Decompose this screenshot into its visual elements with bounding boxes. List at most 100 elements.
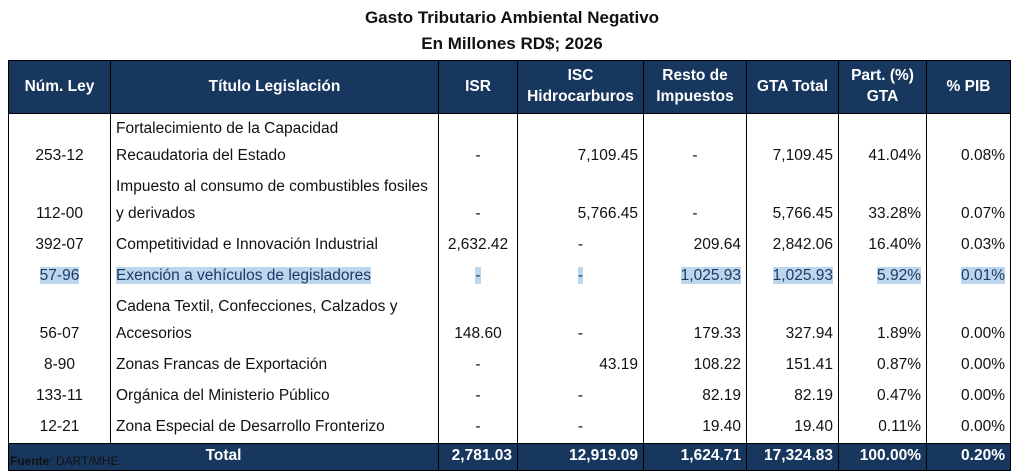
table-body: 253-12 Fortalecimiento de la Capacidad Re… [8, 113, 1011, 471]
table-cell: Competitividad e Innovación Industrial [110, 230, 439, 261]
table-cell: 82.19 [746, 381, 839, 412]
cell-text: - [577, 418, 584, 435]
cell-text: Competitividad e Innovación Industrial [116, 236, 378, 253]
table-cell: 56-07 [8, 292, 111, 350]
source-label: Fuente [10, 454, 50, 468]
cell-text: - [475, 147, 481, 164]
total-cell: 2,781.03 [438, 443, 518, 471]
table-cell: 179.33 [643, 292, 747, 350]
cell-text: - [577, 387, 584, 404]
column-header: ISR [438, 60, 518, 114]
cell-text: 0.07% [961, 205, 1005, 222]
cell-text: Fortalecimiento de la Capacidad Recaudat… [116, 120, 339, 164]
cell-text: 82.19 [702, 387, 741, 404]
table-cell: - [643, 172, 747, 230]
table-cell: 133-11 [8, 381, 111, 412]
table-cell: 0.01% [926, 261, 1011, 292]
table-cell: 327.94 [746, 292, 839, 350]
cell-text: 2,632.42 [447, 236, 509, 253]
table-cell: 112-00 [8, 172, 111, 230]
total-label: Total [8, 443, 439, 471]
column-header: GTA Total [746, 60, 839, 114]
column-header: % PIB [926, 60, 1011, 114]
cell-text: Cadena Textil, Confecciones, Calzados y … [116, 298, 398, 342]
cell-text: - [577, 267, 584, 284]
cell-text: 56-07 [39, 325, 80, 342]
cell-text: Exención a vehículos de legisladores [116, 267, 372, 284]
table-cell: 2,632.42 [438, 230, 518, 261]
cell-text: 19.40 [702, 418, 741, 435]
cell-text: 253-12 [35, 147, 84, 164]
table-cell: 253-12 [8, 113, 111, 172]
table-cell: - [517, 381, 644, 412]
total-cell: 100.00% [838, 443, 927, 471]
table-cell: - [438, 113, 518, 172]
table-cell: 392-07 [8, 230, 111, 261]
cell-text: 7,109.45 [577, 147, 638, 164]
table-cell: 19.40 [746, 412, 839, 444]
table-cell: - [438, 350, 518, 381]
cell-text: - [475, 205, 481, 222]
cell-text: - [475, 356, 481, 373]
table-cell: 1.89% [838, 292, 927, 350]
cell-text: - [577, 236, 584, 253]
table-cell: 33.28% [838, 172, 927, 230]
cell-text: 5,766.45 [577, 205, 638, 222]
table-row: 8-90 Zonas Francas de Exportación - 43.19 10… [8, 350, 1011, 381]
cell-text: 0.87% [877, 356, 921, 373]
cell-text: Orgánica del Ministerio Público [116, 387, 330, 404]
cell-text: 0.01% [961, 267, 1005, 284]
total-cell: 0.20% [926, 443, 1011, 471]
table-row: 56-07 Cadena Textil, Confecciones, Calzad… [8, 292, 1011, 350]
table-cell: - [438, 172, 518, 230]
source-text: : DART/MHE. [49, 454, 122, 468]
cell-text: 209.64 [693, 236, 741, 253]
table-cell: Zonas Francas de Exportación [110, 350, 439, 381]
column-header: Título Legislación [110, 60, 439, 114]
column-header: Part. (%) GTA [838, 60, 927, 114]
cell-text: 0.08% [961, 147, 1005, 164]
cell-text: 1,025.93 [772, 267, 833, 284]
cell-text: 108.22 [693, 356, 741, 373]
table-cell: 19.40 [643, 412, 747, 444]
table-row: 112-00 Impuesto al consumo de combustible… [8, 172, 1011, 230]
table-cell: - [517, 292, 644, 350]
cell-text: 2,842.06 [772, 236, 833, 253]
table-cell: 5,766.45 [746, 172, 839, 230]
cell-text: 148.60 [454, 325, 502, 342]
table-cell: 0.87% [838, 350, 927, 381]
table-cell: 0.07% [926, 172, 1011, 230]
cell-text: - [692, 205, 698, 222]
table: Núm. Ley Título Legislación ISR ISC Hidroca… [8, 60, 1011, 471]
table-cell: Impuesto al consumo de combustibles fosi… [110, 172, 439, 230]
total-cell: 17,324.83 [746, 443, 839, 471]
table-cell: 209.64 [643, 230, 747, 261]
table-cell: 151.41 [746, 350, 839, 381]
table-cell: - [643, 113, 747, 172]
cell-text: - [475, 267, 481, 284]
cell-text: 19.40 [794, 418, 833, 435]
table-cell: Orgánica del Ministerio Público [110, 381, 439, 412]
table-cell: 82.19 [643, 381, 747, 412]
table-cell: Zona Especial de Desarrollo Fronterizo [110, 412, 439, 444]
subtitle: En Millones RD$; 2026 [421, 34, 603, 53]
table-cell: Cadena Textil, Confecciones, Calzados y … [110, 292, 439, 350]
cell-text: 33.28% [868, 205, 921, 222]
cell-text: Impuesto al consumo de combustibles fosi… [116, 178, 428, 222]
table-row: 392-07 Competitividad e Innovación Indust… [8, 230, 1011, 261]
table-cell: 57-96 [8, 261, 111, 292]
table-cell: 0.00% [926, 381, 1011, 412]
table-cell: 7,109.45 [746, 113, 839, 172]
table-cell: 16.40% [838, 230, 927, 261]
column-header: ISC Hidrocarburos [517, 60, 644, 114]
cell-text: - [475, 387, 481, 404]
cell-text: - [475, 418, 481, 435]
cell-text: 0.00% [961, 387, 1005, 404]
cell-text: 133-11 [35, 387, 84, 404]
cell-text: 151.41 [785, 356, 833, 373]
column-header: Resto de Impuestos [643, 60, 747, 114]
cell-text: 112-00 [35, 205, 84, 222]
cell-text: 43.19 [599, 356, 638, 373]
cell-text: 5.92% [877, 267, 921, 284]
